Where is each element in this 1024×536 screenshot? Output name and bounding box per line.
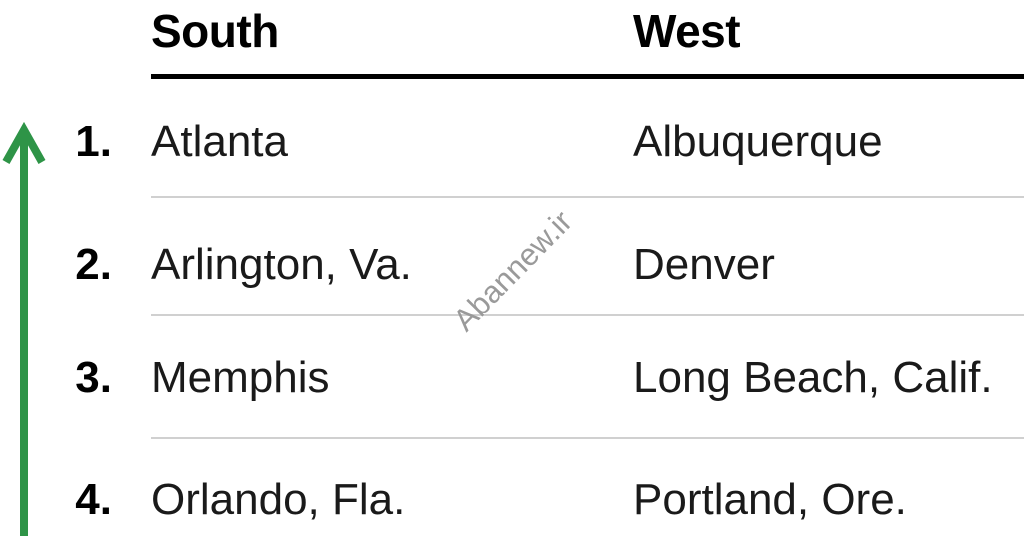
rank-number: 4. xyxy=(75,475,112,524)
west-city-cell: Long Beach, Calif. xyxy=(633,353,993,402)
row-divider xyxy=(151,314,1024,316)
south-city-cell: Atlanta xyxy=(151,117,288,166)
up-arrow-icon xyxy=(0,110,50,536)
rank-number: 1. xyxy=(75,117,112,166)
header-rule xyxy=(151,74,1024,79)
south-city-cell: Memphis xyxy=(151,353,330,402)
column-header-west: West xyxy=(633,5,741,57)
column-header-south: South xyxy=(151,5,279,57)
watermark: Abannew.ir xyxy=(446,203,579,338)
south-city-cell: Orlando, Fla. xyxy=(151,475,406,524)
west-city-cell: Albuquerque xyxy=(633,117,883,166)
west-city-cell: Denver xyxy=(633,240,775,289)
rank-number: 2. xyxy=(75,240,112,289)
row-divider xyxy=(151,196,1024,198)
west-city-cell: Portland, Ore. xyxy=(633,475,907,524)
rank-number: 3. xyxy=(75,353,112,402)
row-divider xyxy=(151,437,1024,439)
south-city-cell: Arlington, Va. xyxy=(151,240,412,289)
